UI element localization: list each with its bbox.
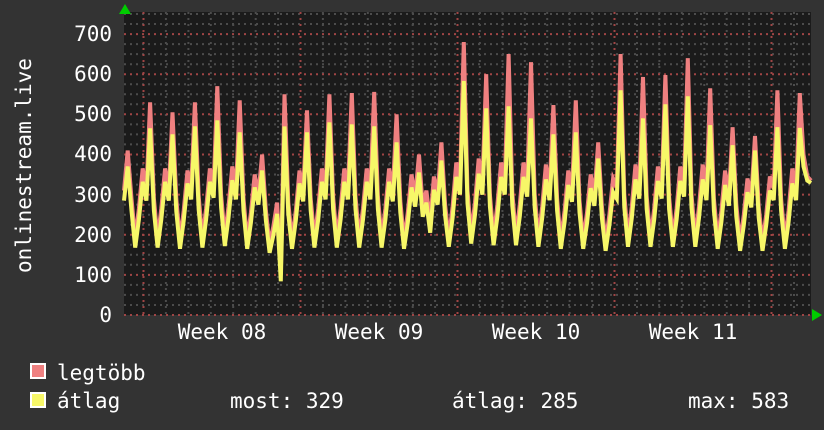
stat-most: most: 329: [230, 389, 344, 413]
y-tick-label: 600: [74, 62, 112, 87]
y-tick-label: 100: [74, 262, 112, 287]
y-tick-label: 0: [99, 303, 112, 327]
y-tick-label: 200: [74, 222, 112, 247]
stat-max: max: 583: [688, 389, 790, 413]
y-tick-label: 700: [74, 22, 112, 47]
x-axis-arrow-icon: [812, 309, 822, 321]
series-line-atlag: [122, 80, 813, 282]
y-axis-arrow-icon: [119, 4, 131, 14]
legend-swatch-legtobb: [30, 363, 46, 379]
x-tick-label: Week 08: [177, 320, 267, 344]
legend-label-atlag: átlag: [57, 389, 121, 413]
x-tick-label: Week 09: [334, 320, 424, 344]
x-tick-label: Week 11: [648, 320, 738, 344]
y-tick-label: 300: [74, 182, 112, 207]
legend-swatch-atlag: [30, 392, 46, 408]
stat-atlag: átlag: 285: [452, 389, 579, 413]
y-tick-label: 500: [74, 102, 112, 127]
y-tick-label: 400: [74, 142, 112, 167]
x-tick-label: Week 10: [491, 320, 581, 344]
legend-label-legtobb: legtöbb: [57, 361, 146, 385]
